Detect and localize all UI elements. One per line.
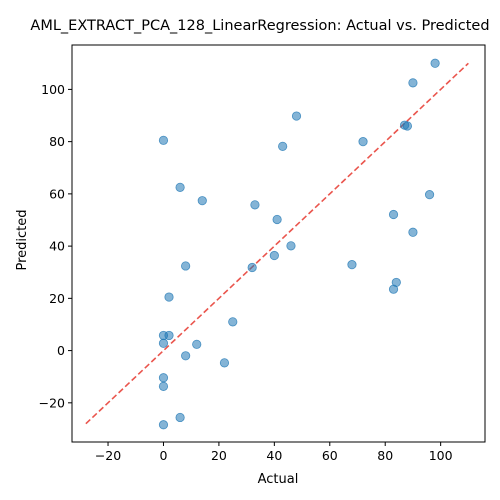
y-tick-label: 20 <box>49 291 65 306</box>
y-tick-label: 80 <box>49 134 65 149</box>
data-point-1 <box>408 78 418 88</box>
data-point-32 <box>175 412 185 423</box>
data-point-30 <box>158 373 169 383</box>
plot-area <box>85 58 469 430</box>
data-point-17 <box>181 261 191 271</box>
x-tick-label: 0 <box>159 448 167 463</box>
data-point-13 <box>272 214 282 225</box>
data-point-25 <box>164 330 174 341</box>
y-axis-ticks: −20 0 20 40 60 80 100 <box>39 82 72 410</box>
data-point-15 <box>286 241 296 251</box>
y-tick-label: 60 <box>49 186 65 201</box>
data-point-18 <box>247 262 257 273</box>
reference-line <box>85 62 469 425</box>
data-point-16 <box>269 250 279 261</box>
chart-title: AML_EXTRACT_PCA_128_LinearRegression: Ac… <box>30 18 489 34</box>
y-tick-label: 40 <box>49 239 65 254</box>
x-tick-label: 100 <box>429 448 453 463</box>
data-point-29 <box>219 358 230 368</box>
data-point-21 <box>388 284 399 294</box>
data-point-0 <box>430 58 440 68</box>
data-point-12 <box>388 209 399 220</box>
data-point-2 <box>291 111 302 121</box>
data-point-8 <box>175 182 185 192</box>
data-point-14 <box>408 227 418 237</box>
y-tick-label: 0 <box>57 343 65 358</box>
data-point-26 <box>158 338 169 348</box>
data-point-10 <box>197 196 207 206</box>
data-point-27 <box>192 339 202 349</box>
data-point-33 <box>158 420 169 430</box>
x-tick-label: −20 <box>95 448 121 463</box>
data-point-31 <box>158 381 169 391</box>
x-tick-label: 40 <box>266 448 282 463</box>
data-point-6 <box>358 137 368 147</box>
data-point-5 <box>158 135 169 145</box>
data-points <box>158 58 440 430</box>
data-point-4 <box>402 121 412 131</box>
x-axis-ticks: −20 0 20 40 60 80 100 <box>95 442 453 463</box>
data-point-11 <box>250 200 260 210</box>
y-axis-label: Predicted <box>15 209 30 270</box>
x-axis-label: Actual <box>258 472 299 487</box>
y-tick-label: −20 <box>39 395 65 410</box>
x-tick-label: 20 <box>211 448 227 463</box>
data-point-22 <box>164 292 174 302</box>
data-point-7 <box>278 141 288 151</box>
data-point-19 <box>347 260 357 270</box>
plot-frame <box>71 44 486 443</box>
x-tick-label: 60 <box>322 448 338 463</box>
data-point-28 <box>181 351 191 361</box>
x-tick-label: 80 <box>377 448 393 463</box>
data-point-23 <box>228 317 238 327</box>
data-point-9 <box>424 190 435 200</box>
y-tick-label: 100 <box>41 82 65 97</box>
